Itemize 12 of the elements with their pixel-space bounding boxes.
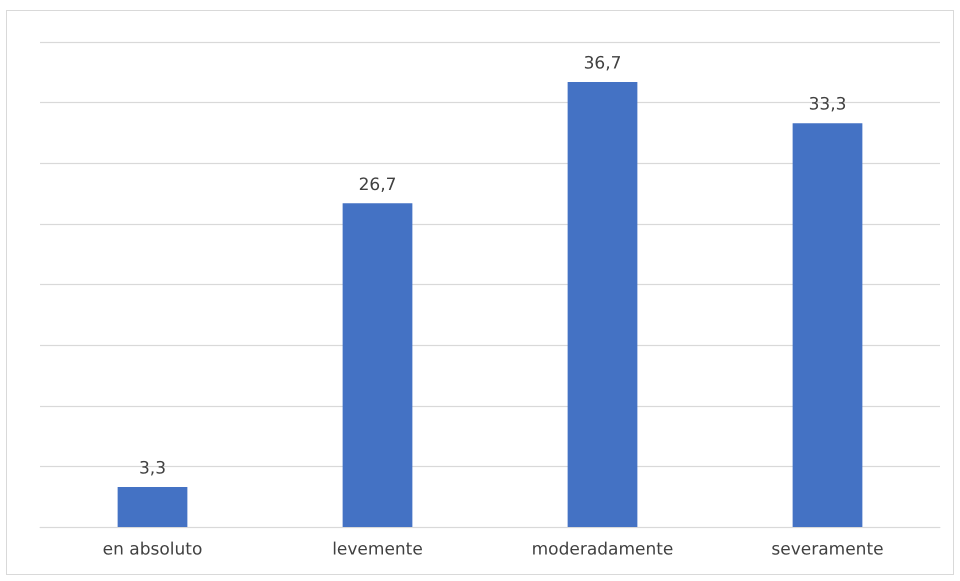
x-tick-label: levemente (332, 540, 423, 560)
data-label: 33,3 (808, 94, 846, 115)
x-tick-label: moderadamente (532, 540, 674, 560)
bar (118, 486, 188, 527)
data-label: 3,3 (138, 458, 166, 478)
bar (342, 203, 412, 527)
data-label: 36,7 (584, 54, 622, 74)
x-tick-label: en absoluto (102, 540, 202, 560)
data-label: 26,7 (358, 174, 396, 195)
bar (792, 123, 862, 527)
x-tick-label: severamente (771, 540, 884, 560)
bar (568, 82, 638, 527)
